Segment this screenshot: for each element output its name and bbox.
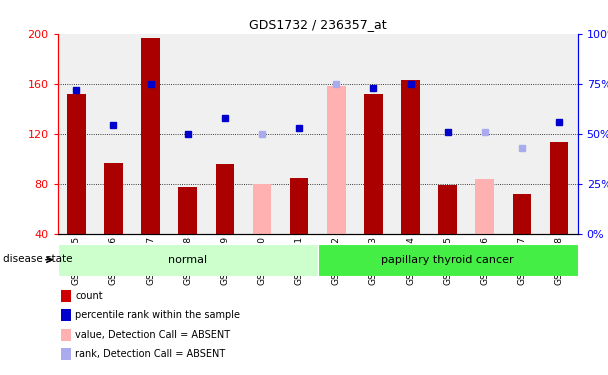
Bar	[141, 38, 160, 234]
Bar	[438, 186, 457, 234]
Bar	[550, 142, 568, 234]
Bar	[327, 86, 345, 234]
Text: count: count	[75, 291, 103, 301]
Bar	[178, 187, 197, 234]
Bar	[58, 244, 317, 276]
Text: papillary thyroid cancer: papillary thyroid cancer	[381, 255, 514, 265]
Bar	[216, 164, 234, 234]
Text: percentile rank within the sample: percentile rank within the sample	[75, 310, 240, 320]
Bar	[290, 178, 308, 234]
Bar	[401, 80, 420, 234]
Bar	[475, 179, 494, 234]
Text: disease state: disease state	[3, 255, 72, 264]
Bar	[253, 184, 271, 234]
Text: rank, Detection Call = ABSENT: rank, Detection Call = ABSENT	[75, 350, 226, 359]
Bar	[364, 94, 382, 234]
Bar	[317, 244, 578, 276]
Bar	[513, 194, 531, 234]
Title: GDS1732 / 236357_at: GDS1732 / 236357_at	[249, 18, 387, 31]
Bar	[104, 163, 123, 234]
Text: normal: normal	[168, 255, 207, 265]
Text: value, Detection Call = ABSENT: value, Detection Call = ABSENT	[75, 330, 230, 340]
Bar	[67, 94, 86, 234]
